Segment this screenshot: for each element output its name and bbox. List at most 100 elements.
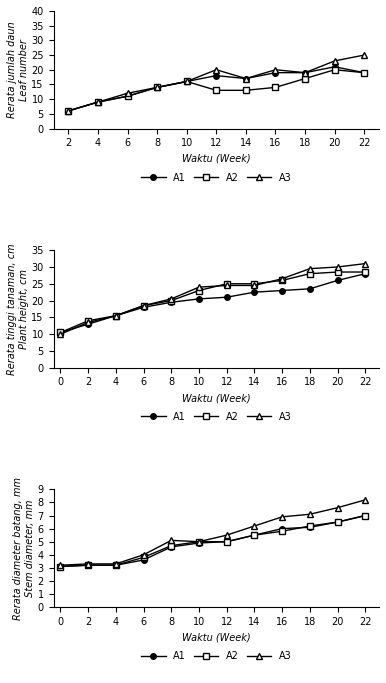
A1 bbox=[303, 68, 307, 76]
A1 bbox=[141, 303, 146, 311]
A1 bbox=[363, 270, 367, 278]
A2 bbox=[86, 561, 90, 570]
A1 bbox=[308, 523, 312, 531]
A3 bbox=[252, 522, 257, 530]
A3 bbox=[224, 281, 229, 290]
A2 bbox=[303, 74, 307, 83]
A2 bbox=[66, 107, 71, 115]
A1 bbox=[363, 512, 367, 520]
A3 bbox=[113, 311, 118, 320]
A1 bbox=[252, 531, 257, 540]
A2 bbox=[58, 562, 63, 570]
Line: A3: A3 bbox=[57, 260, 369, 337]
A3 bbox=[66, 107, 71, 115]
A3 bbox=[125, 89, 130, 98]
Legend: A1, A2, A3: A1, A2, A3 bbox=[137, 408, 295, 426]
A3 bbox=[244, 74, 248, 83]
Y-axis label: Rerata jumlah daun
Leaf number: Rerata jumlah daun Leaf number bbox=[7, 21, 29, 118]
A3 bbox=[332, 57, 337, 65]
A3 bbox=[113, 560, 118, 568]
A3 bbox=[185, 77, 189, 85]
A1 bbox=[362, 68, 367, 76]
A2 bbox=[273, 83, 278, 92]
A3 bbox=[86, 318, 90, 326]
Line: A3: A3 bbox=[57, 497, 369, 569]
Line: A2: A2 bbox=[58, 269, 368, 335]
A2 bbox=[280, 277, 284, 285]
A3 bbox=[363, 260, 367, 268]
A1 bbox=[185, 77, 189, 85]
A1 bbox=[86, 561, 90, 570]
Y-axis label: Rerata diameter batang, mm
Stem diameter, mm: Rerata diameter batang, mm Stem diameter… bbox=[13, 477, 35, 619]
A2 bbox=[125, 92, 130, 100]
A3 bbox=[252, 281, 257, 290]
A3 bbox=[280, 275, 284, 283]
A2 bbox=[224, 538, 229, 546]
A1 bbox=[86, 320, 90, 329]
A2 bbox=[86, 317, 90, 325]
Line: A1: A1 bbox=[58, 271, 368, 335]
A3 bbox=[155, 83, 159, 92]
Legend: A1, A2, A3: A1, A2, A3 bbox=[137, 169, 295, 186]
A2 bbox=[197, 538, 201, 546]
Line: A2: A2 bbox=[66, 67, 367, 113]
A2 bbox=[244, 86, 248, 94]
A1 bbox=[141, 556, 146, 564]
Line: A1: A1 bbox=[58, 513, 368, 570]
A1 bbox=[332, 63, 337, 71]
A2 bbox=[335, 268, 340, 276]
A1 bbox=[214, 72, 218, 80]
A1 bbox=[224, 538, 229, 546]
A2 bbox=[362, 68, 367, 76]
A2 bbox=[308, 522, 312, 530]
A1 bbox=[280, 286, 284, 294]
A2 bbox=[113, 561, 118, 570]
A2 bbox=[335, 518, 340, 526]
A2 bbox=[185, 77, 189, 85]
A3 bbox=[335, 263, 340, 271]
A2 bbox=[332, 66, 337, 74]
A2 bbox=[214, 86, 218, 94]
A3 bbox=[224, 531, 229, 540]
A1 bbox=[224, 293, 229, 301]
A2 bbox=[169, 296, 174, 305]
A3 bbox=[362, 51, 367, 59]
A3 bbox=[197, 538, 201, 546]
A1 bbox=[58, 329, 63, 337]
A1 bbox=[244, 74, 248, 83]
A1 bbox=[335, 277, 340, 285]
A3 bbox=[303, 68, 307, 76]
Line: A3: A3 bbox=[65, 52, 368, 114]
A1 bbox=[273, 68, 278, 76]
A1 bbox=[113, 561, 118, 570]
A3 bbox=[335, 503, 340, 512]
A3 bbox=[58, 330, 63, 338]
A3 bbox=[58, 561, 63, 570]
A1 bbox=[96, 98, 100, 106]
Legend: A1, A2, A3: A1, A2, A3 bbox=[137, 647, 295, 665]
A3 bbox=[214, 66, 218, 74]
A3 bbox=[141, 301, 146, 309]
A3 bbox=[96, 98, 100, 106]
A1 bbox=[280, 525, 284, 533]
A3 bbox=[308, 510, 312, 518]
A3 bbox=[169, 295, 174, 303]
A2 bbox=[58, 329, 63, 337]
Line: A1: A1 bbox=[66, 64, 367, 113]
A2 bbox=[363, 268, 367, 276]
X-axis label: Waktu (Week): Waktu (Week) bbox=[182, 632, 251, 642]
A1 bbox=[197, 295, 201, 303]
A1 bbox=[169, 543, 174, 551]
A2 bbox=[169, 542, 174, 550]
A1 bbox=[252, 288, 257, 296]
A2 bbox=[363, 512, 367, 520]
Line: A2: A2 bbox=[58, 513, 368, 570]
A1 bbox=[197, 539, 201, 547]
A3 bbox=[273, 66, 278, 74]
Y-axis label: Rerata tinggi tanaman, cm
Plant height, cm: Rerata tinggi tanaman, cm Plant height, … bbox=[7, 243, 29, 375]
A1 bbox=[125, 92, 130, 100]
X-axis label: Waktu (Week): Waktu (Week) bbox=[182, 154, 251, 164]
X-axis label: Waktu (Week): Waktu (Week) bbox=[182, 393, 251, 403]
A1 bbox=[155, 83, 159, 92]
A2 bbox=[113, 311, 118, 320]
